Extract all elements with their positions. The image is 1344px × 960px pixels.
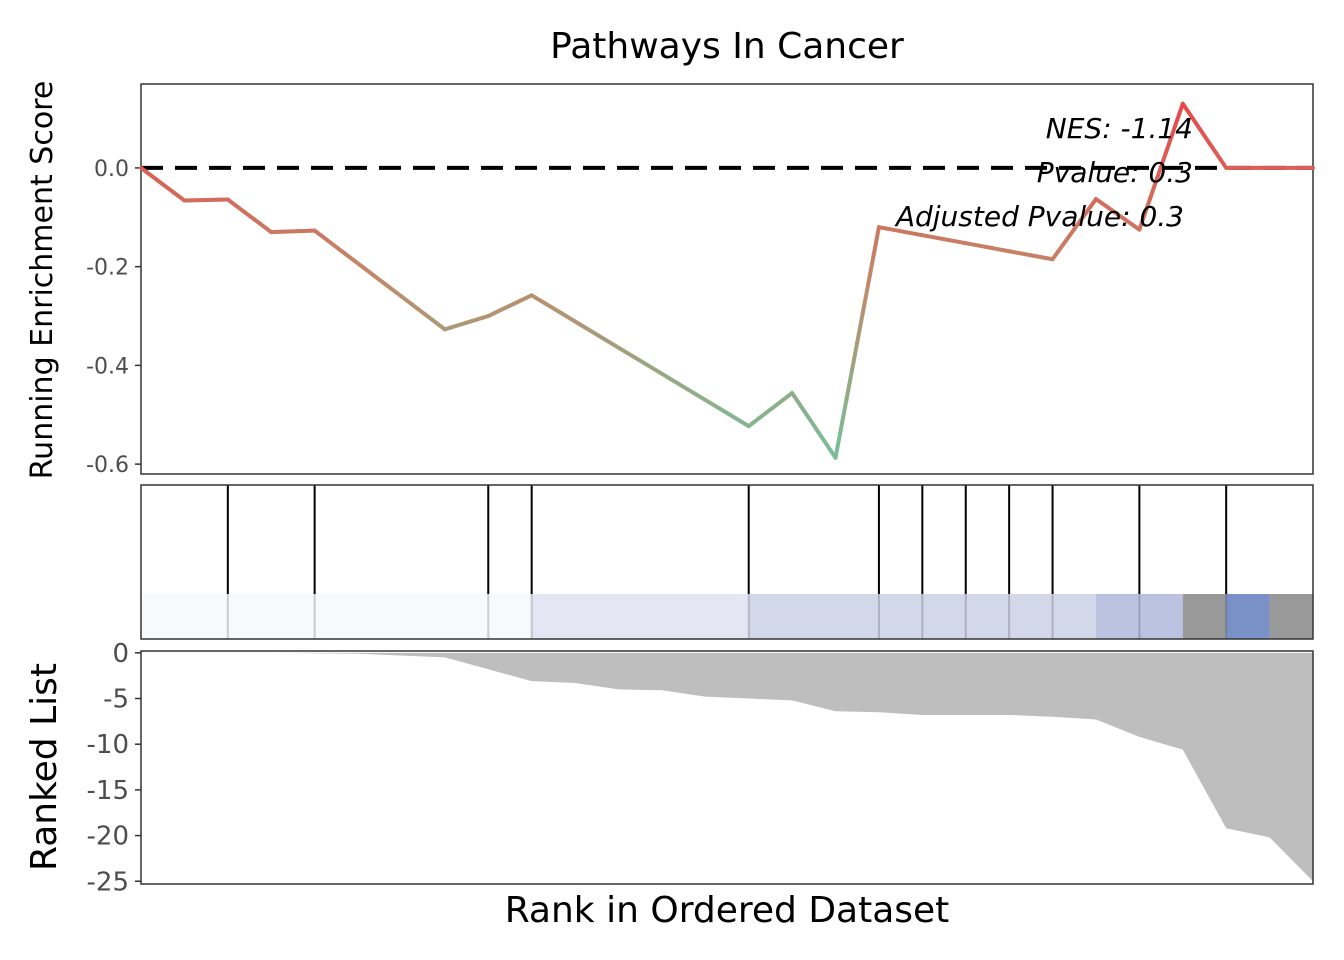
ranked-list-label: Ranked List xyxy=(24,663,65,871)
running-score-segment xyxy=(1164,133,1174,153)
hit-positions-panel xyxy=(140,484,1314,640)
running-score-segment xyxy=(328,240,350,258)
running-score-segment xyxy=(1175,101,1185,122)
heatmap-segment xyxy=(531,594,749,639)
running-score-segment xyxy=(844,369,854,403)
running-score-segment xyxy=(920,233,947,242)
running-score-panel: 0.0 -0.2 -0.4 -0.6 NES: -1.14 Pvalue: 0.3 A… xyxy=(25,81,1315,480)
running-score-segment xyxy=(871,225,881,258)
ranked-list-panel: 0 -5 -10 -15 -20 -25 Ranked List xyxy=(24,639,1314,897)
heatmap-segment xyxy=(1095,594,1183,639)
running-score-segment xyxy=(312,228,333,245)
running-score-segment xyxy=(361,265,382,282)
running-score-segment xyxy=(838,398,849,431)
running-score-segment xyxy=(1028,253,1055,262)
ranked-y-tick-label: -15 xyxy=(87,776,129,806)
ranked-y-tick-label: -10 xyxy=(87,730,129,760)
running-score-segment xyxy=(394,290,415,307)
running-score-segment xyxy=(692,391,724,412)
ranked-y-tick-label: -20 xyxy=(87,822,129,852)
gene-hit-markers xyxy=(226,485,1228,639)
running-score-segment xyxy=(1142,196,1153,216)
running-score-segment xyxy=(849,340,860,374)
running-score-segment xyxy=(1148,180,1158,201)
running-score-y-ticks: 0.0 -0.2 -0.4 -0.6 xyxy=(86,157,141,478)
heatmap-segment xyxy=(1182,594,1227,639)
running-score-segment xyxy=(611,342,643,363)
running-score-segment xyxy=(377,277,399,295)
running-score-segment xyxy=(638,358,670,380)
running-score-segment xyxy=(426,315,447,332)
ranked-y-tick-label: 0 xyxy=(112,639,129,669)
heatmap-segment xyxy=(1226,594,1270,639)
y-tick-label: -0.6 xyxy=(86,453,129,478)
adjusted-pvalue-annotation: Adjusted Pvalue: 0.3 xyxy=(894,200,1184,233)
ranked-list-y-ticks: 0 -5 -10 -15 -20 -25 xyxy=(87,639,141,897)
running-score-segment xyxy=(1159,148,1169,169)
ranked-y-tick-label: -5 xyxy=(103,685,129,715)
pvalue-annotation: Pvalue: 0.3 xyxy=(1037,156,1193,189)
rank-heatmap xyxy=(141,594,1313,639)
heatmap-segment xyxy=(141,594,532,639)
running-score-line xyxy=(139,101,1315,460)
running-score-segment xyxy=(876,225,903,234)
running-score-segment xyxy=(1169,117,1180,138)
running-score-segment xyxy=(583,325,616,347)
running-score-segment xyxy=(942,237,968,246)
y-axis-label: Running Enrichment Score xyxy=(25,81,60,480)
running-score-segment xyxy=(1153,164,1164,185)
nes-annotation: NES: -1.14 xyxy=(1046,112,1193,145)
running-score-segment xyxy=(963,241,990,250)
running-score-segment xyxy=(833,426,843,460)
running-score-segment xyxy=(345,253,366,270)
running-score-segment xyxy=(556,309,588,330)
running-score-segment xyxy=(529,293,561,314)
running-score-segment xyxy=(860,282,871,316)
hit-positions-frame xyxy=(140,484,1314,640)
running-score-frame xyxy=(140,83,1314,475)
running-score-segment xyxy=(1007,249,1033,258)
ranked-list-frame xyxy=(140,650,1314,885)
running-score-segment xyxy=(1137,211,1147,232)
y-tick-label: -0.2 xyxy=(86,256,129,281)
ranked-y-tick-label: -25 xyxy=(87,867,129,897)
running-score-segment xyxy=(855,311,865,345)
running-score-segment xyxy=(719,407,751,429)
running-score-segment xyxy=(410,302,431,320)
running-score-segment xyxy=(665,375,697,396)
y-tick-label: -0.4 xyxy=(86,354,129,379)
heatmap-segment xyxy=(1269,594,1313,639)
x-axis-label: Rank in Ordered Dataset xyxy=(505,890,950,931)
heatmap-segment xyxy=(748,594,1096,639)
running-score-segment xyxy=(866,253,876,287)
y-tick-label: 0.0 xyxy=(94,157,129,182)
running-score-segment xyxy=(985,245,1012,254)
running-score-segment xyxy=(898,229,925,238)
chart-title: Pathways In Cancer xyxy=(550,26,904,67)
ranked-list-area xyxy=(141,652,1313,882)
